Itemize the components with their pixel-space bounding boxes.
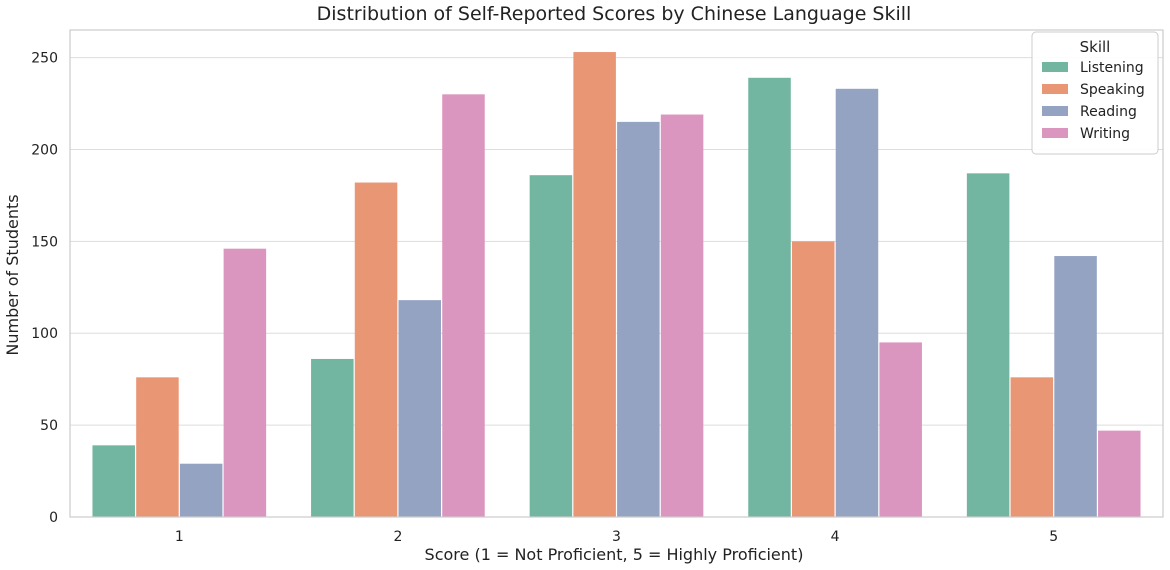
- bar-writing-4: [879, 342, 922, 517]
- bar-writing-3: [660, 114, 704, 517]
- chart-title: Distribution of Self-Reported Scores by …: [317, 3, 912, 25]
- legend-label-reading: Reading: [1080, 104, 1137, 120]
- bar-listening-1: [92, 445, 135, 517]
- bar-speaking-3: [573, 52, 616, 518]
- y-tick-label: 100: [31, 326, 58, 342]
- x-tick-label: 4: [831, 529, 840, 545]
- legend-swatch-reading: [1042, 106, 1068, 116]
- bar-speaking-4: [791, 241, 835, 517]
- x-axis-label: Score (1 = Not Proficient, 5 = Highly Pr…: [425, 545, 804, 564]
- y-tick-label: 50: [40, 418, 58, 434]
- legend-swatch-writing: [1042, 128, 1068, 138]
- bar-speaking-2: [354, 182, 398, 517]
- x-tick-label: 3: [612, 529, 621, 545]
- bar-listening-4: [748, 77, 791, 518]
- legend-label-speaking: Speaking: [1080, 82, 1145, 98]
- bar-listening-2: [311, 358, 354, 517]
- legend-label-listening: Listening: [1080, 60, 1144, 76]
- bar-reading-3: [617, 121, 660, 518]
- y-axis-label: Number of Students: [3, 194, 22, 355]
- legend-items: Listening Speaking Reading Writing: [1042, 60, 1145, 142]
- legend-swatch-speaking: [1042, 84, 1068, 94]
- bar-writing-2: [442, 94, 485, 518]
- bar-reading-4: [835, 88, 879, 517]
- y-tick-label: 0: [49, 510, 58, 526]
- bar-writing-1: [223, 248, 267, 518]
- bar-speaking-5: [1010, 377, 1054, 517]
- bars: [92, 52, 1141, 518]
- y-tick-label: 250: [31, 51, 58, 67]
- x-tick-label: 5: [1049, 529, 1058, 545]
- x-tick-label: 2: [393, 529, 402, 545]
- legend-label-writing: Writing: [1080, 126, 1130, 142]
- bar-speaking-1: [136, 377, 179, 517]
- bar-listening-3: [529, 175, 573, 517]
- bar-reading-2: [398, 300, 442, 517]
- legend-title: Skill: [1080, 38, 1111, 56]
- bar-reading-5: [1054, 256, 1097, 517]
- bar-writing-5: [1098, 430, 1141, 517]
- bar-reading-1: [179, 463, 223, 517]
- y-axis-ticks: 0 50 100 150 200 250: [31, 51, 58, 526]
- y-tick-label: 150: [31, 234, 58, 250]
- y-tick-label: 200: [31, 142, 58, 158]
- legend-swatch-listening: [1042, 62, 1068, 72]
- bar-listening-5: [966, 173, 1010, 518]
- plot-frame: [69, 29, 1164, 518]
- x-axis-ticks: 1 2 3 4 5: [175, 529, 1058, 545]
- x-tick-label: 1: [175, 529, 184, 545]
- legend: Skill Listening Speaking Reading Writing: [1031, 31, 1159, 155]
